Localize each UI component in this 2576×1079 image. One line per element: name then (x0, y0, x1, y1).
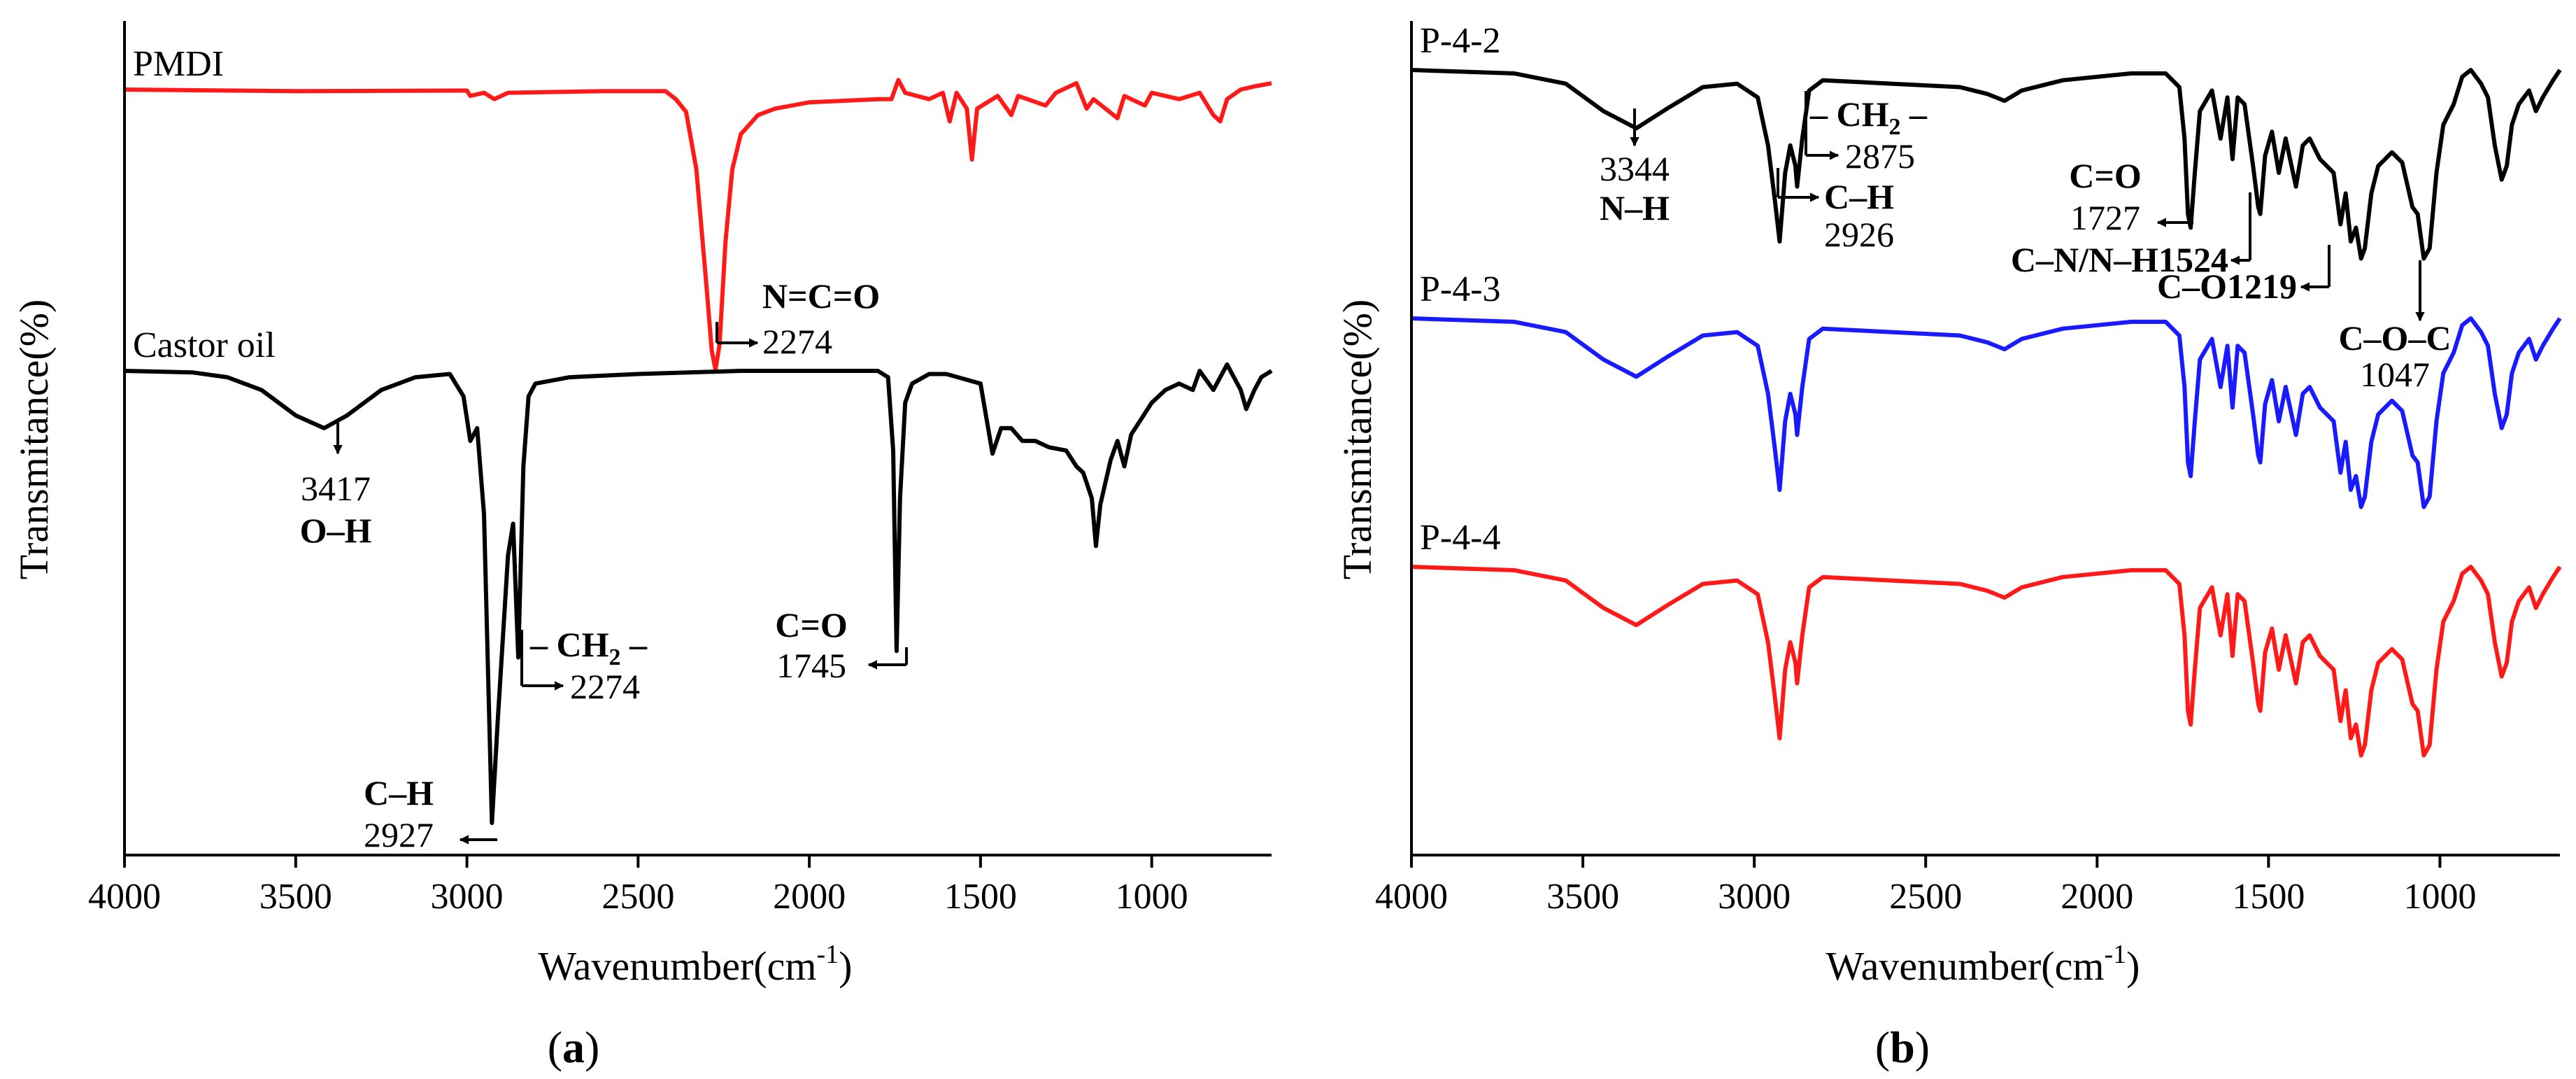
x-tick-label: 2500 (1889, 877, 1962, 917)
annotation-co-1219: C–O1219 (2157, 245, 2331, 306)
panel-b-caption: (b) (1875, 1022, 1930, 1072)
x-axis-title: Wavenumber(cm-1) (1826, 940, 2140, 989)
panel-a-chart: 4000 3500 3000 2500 2000 1500 1000 PMDI Castor… (11, 21, 1273, 1072)
annotation-nh: 3344 N–H (1600, 108, 1670, 227)
spectrum-line-p-4-2 (1411, 68, 2562, 261)
annotation-value: 2875 (1845, 136, 1915, 176)
spectrum-line-p-4-3 (1411, 316, 2562, 509)
x-tick-label: 3000 (431, 877, 504, 917)
series-label-castor-oil: Castor oil (133, 325, 276, 365)
annotation-label: C–N/N–H1524 (2011, 240, 2228, 279)
spectrum-line-p-4-4 (1411, 565, 2562, 758)
annotation-ch: C–H 2927 (364, 773, 497, 854)
x-tick-label: 1500 (2232, 877, 2305, 917)
x-tick-label: 3500 (259, 877, 332, 917)
annotation-value: 2274 (570, 667, 640, 706)
spectrum-line-pmdi (124, 78, 1272, 372)
annotation-value: 3344 (1600, 149, 1670, 188)
annotation-label: C=O (2069, 156, 2142, 195)
panel-b-chart: 4000 3500 3000 2500 2000 1500 1000 P-4-2 P-4-3… (1335, 21, 2562, 1072)
x-tick-label: 2000 (773, 877, 846, 917)
series-label-pmdi: PMDI (133, 44, 224, 84)
annotation-value: 2927 (364, 815, 434, 854)
annotation-label: C–H (1824, 177, 1894, 216)
panel-a-caption: (a) (548, 1022, 600, 1072)
annotation-ch2: – CH2 – 2875 (1805, 91, 1928, 176)
y-axis-title: Transmitance(%) (11, 299, 57, 580)
annotation-nco: N=C=O 2274 (716, 276, 880, 361)
x-axis-ticks: 4000 3500 3000 2500 2000 1500 1000 (1375, 855, 2476, 917)
series-label-p-4-4: P-4-4 (1420, 518, 1501, 558)
annotation-ch: C–H 2926 (1777, 168, 1894, 254)
x-tick-label: 3000 (1718, 877, 1791, 917)
x-axis-title: Wavenumber(cm-1) (539, 940, 853, 989)
annotation-label: C=O (775, 605, 848, 644)
annotation-co: C=O 1745 (775, 605, 908, 685)
x-tick-label: 1500 (944, 877, 1017, 917)
x-tick-label: 3500 (1546, 877, 1619, 917)
x-tick-label: 4000 (88, 877, 161, 917)
series-label-p-4-3: P-4-3 (1420, 269, 1501, 309)
spectrum-line-castor-oil (124, 362, 1273, 826)
annotation-ch2: – CH2 – 2274 (520, 625, 648, 706)
annotation-label: C–O–C (2338, 318, 2451, 358)
annotation-coc: C–O–C 1047 (2338, 260, 2452, 394)
annotation-value: 1727 (2070, 198, 2140, 237)
annotation-label: C–O1219 (2157, 267, 2297, 306)
series-label-p-4-2: P-4-2 (1420, 21, 1501, 61)
annotation-value: 3417 (301, 469, 371, 508)
spectra-lines (1411, 68, 2562, 758)
annotation-value: 2926 (1824, 215, 1894, 254)
spectra-lines (124, 78, 1273, 826)
annotation-label: – CH2 – (529, 625, 648, 670)
annotation-value: 1047 (2360, 355, 2430, 394)
annotation-oh: 3417 O–H (300, 420, 372, 550)
annotation-label: N=C=O (762, 276, 880, 316)
x-axis-ticks: 4000 3500 3000 2500 2000 1500 1000 (88, 855, 1188, 917)
x-tick-label: 2000 (2061, 877, 2133, 917)
x-tick-label: 1000 (2403, 877, 2476, 917)
x-tick-label: 4000 (1375, 877, 1448, 917)
annotation-label: C–H (364, 773, 434, 812)
annotation-cn-nh: C–N/N–H1524 (2011, 192, 2251, 279)
x-tick-label: 2500 (602, 877, 674, 917)
y-axis-title: Transmitance(%) (1335, 299, 1380, 580)
annotation-label: N–H (1600, 188, 1670, 227)
annotation-value: 1745 (776, 646, 846, 685)
x-tick-label: 1000 (1116, 877, 1188, 917)
annotation-label: – CH2 – (1809, 94, 1928, 140)
annotation-co: C=O 1727 (2069, 156, 2193, 237)
annotation-label: O–H (300, 511, 372, 550)
annotation-value: 2274 (762, 322, 832, 361)
